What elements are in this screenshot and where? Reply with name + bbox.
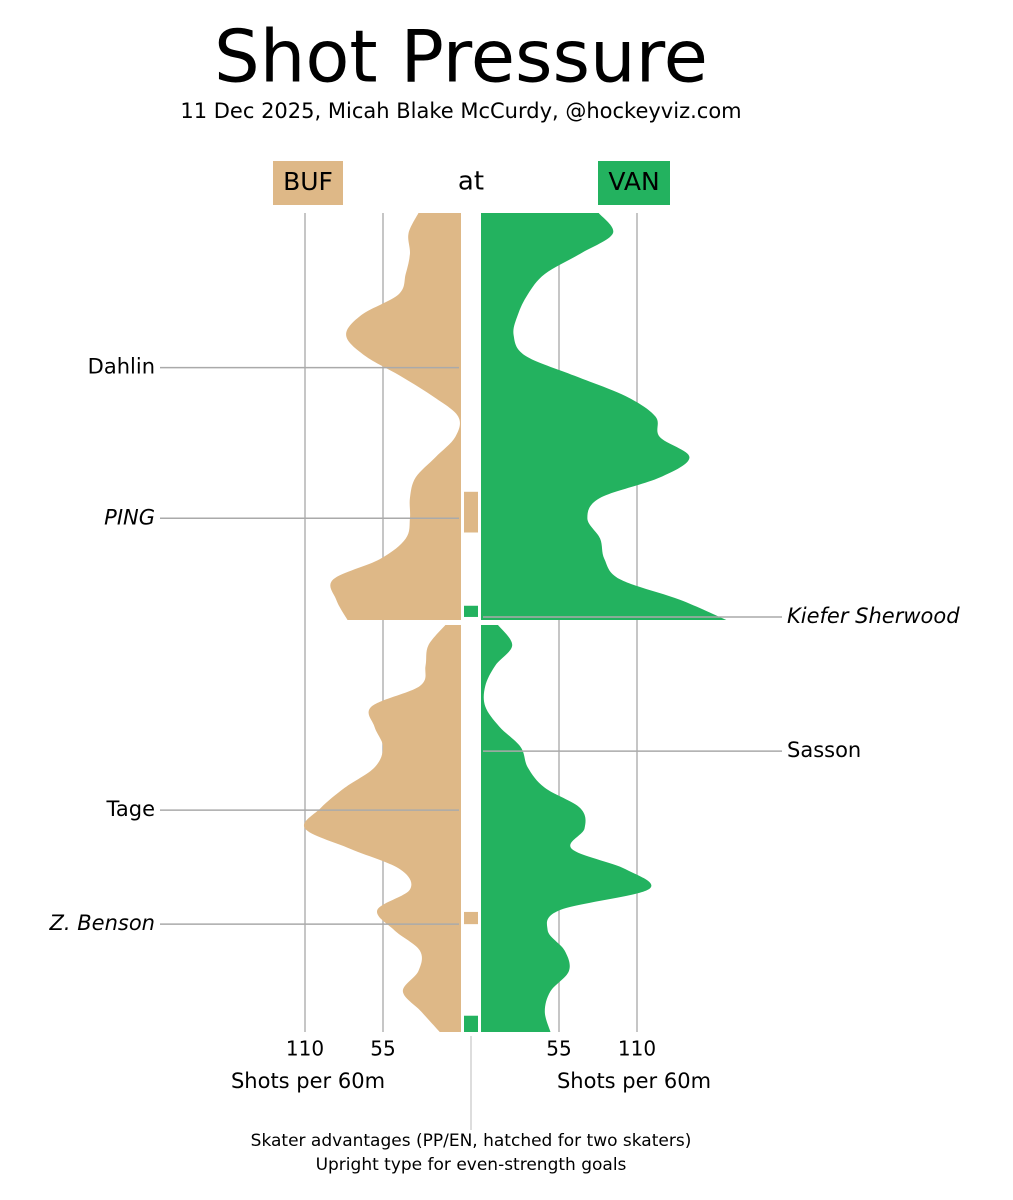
advantage-bar — [464, 1015, 478, 1032]
note: Upright type for even-strength goals — [316, 1155, 627, 1175]
shot-area — [481, 213, 727, 620]
goal-label: Kiefer Sherwood — [787, 604, 960, 628]
shot-area — [330, 213, 461, 620]
advantage-bar — [464, 491, 478, 533]
advantage-bar — [464, 911, 478, 925]
note: Skater advantages (PP/EN, hatched for tw… — [251, 1131, 692, 1151]
x-tick-label: 55 — [546, 1037, 571, 1061]
team-label: BUF — [283, 167, 333, 196]
x-tick-label: 55 — [370, 1037, 395, 1061]
x-tick-label: 110 — [286, 1037, 324, 1061]
goal-label: Tage — [106, 797, 155, 821]
team-box — [273, 161, 343, 205]
shot-area — [481, 625, 652, 1032]
advantage-bar — [464, 605, 478, 617]
axis-label: Shots per 60m — [231, 1069, 385, 1093]
chart-title: Shot Pressure — [214, 15, 708, 99]
chart-subtitle: 11 Dec 2025, Micah Blake McCurdy, @hocke… — [180, 99, 741, 123]
connector: at — [458, 167, 484, 197]
goal-label: Sasson — [787, 738, 861, 762]
shot-area — [303, 625, 461, 1032]
goal-label: Z. Benson — [49, 911, 155, 935]
axis-label: Shots per 60m — [557, 1069, 711, 1093]
x-tick-label: 110 — [618, 1037, 656, 1061]
team-label: VAN — [608, 167, 659, 196]
team-box — [598, 161, 670, 205]
goal-label: PING — [104, 505, 155, 529]
goal-label: Dahlin — [88, 355, 155, 379]
